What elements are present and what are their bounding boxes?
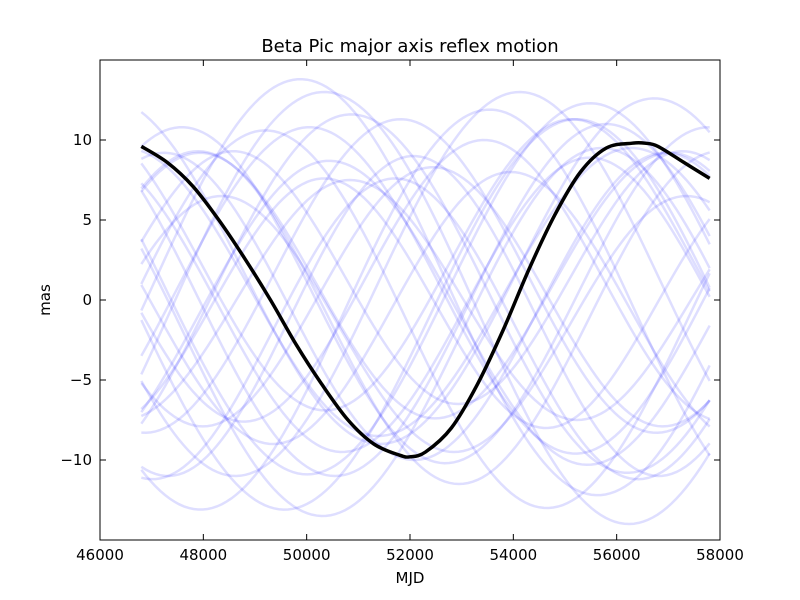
y-tick-label: 0	[82, 291, 92, 309]
posterior-sample-line	[140, 77, 711, 497]
x-tick-label: 46000	[76, 546, 124, 564]
posterior-samples-layer	[140, 77, 711, 526]
posterior-sample-line	[140, 126, 711, 455]
x-tick-label: 58000	[696, 546, 744, 564]
posterior-sample-line	[140, 194, 711, 454]
posterior-sample-line	[140, 129, 711, 510]
ticks-layer: 46000 48000 50000 52000 54000 56000 58000 −10 −5…	[60, 60, 744, 564]
posterior-sample-line	[140, 165, 711, 428]
posterior-sample-line	[140, 146, 711, 438]
plot-area	[100, 60, 720, 540]
x-tick-label: 50000	[283, 546, 331, 564]
posterior-sample-line	[140, 178, 711, 422]
x-axis-label: MJD	[396, 569, 425, 587]
x-tick-label: 52000	[386, 546, 434, 564]
posterior-sample-line	[141, 117, 711, 435]
posterior-sample-line	[140, 138, 711, 423]
posterior-sample-line	[140, 151, 711, 462]
y-tick-label: −10	[60, 451, 92, 469]
posterior-sample-line	[140, 149, 711, 486]
posterior-sample-line	[140, 149, 711, 406]
x-tick-label: 56000	[593, 546, 641, 564]
posterior-sample-line	[141, 177, 711, 481]
x-tick-label: 48000	[179, 546, 227, 564]
y-tick-label: −5	[70, 371, 92, 389]
y-tick-label: 5	[82, 211, 92, 229]
posterior-sample-line	[140, 101, 711, 476]
y-axis-label: mas	[36, 284, 54, 316]
posterior-sample-line	[140, 125, 710, 465]
chart-title: Beta Pic major axis reflex motion	[261, 36, 558, 57]
posterior-sample-line	[140, 177, 711, 430]
posterior-sample-line	[140, 117, 711, 412]
posterior-sample-line	[140, 146, 711, 518]
best-fit-layer	[140, 140, 711, 459]
best-fit-line	[140, 140, 711, 459]
posterior-sample-line	[140, 122, 711, 478]
posterior-sample-line	[140, 156, 711, 454]
x-tick-label: 54000	[489, 546, 537, 564]
posterior-sample-line	[140, 154, 711, 478]
posterior-sample-line	[140, 117, 711, 511]
posterior-sample-line	[140, 170, 711, 446]
posterior-sample-line	[140, 151, 711, 420]
posterior-sample-line	[140, 108, 711, 511]
posterior-sample-line	[140, 97, 711, 446]
y-tick-label: 10	[73, 131, 92, 149]
posterior-sample-line	[140, 90, 711, 478]
posterior-sample-line	[140, 90, 711, 526]
